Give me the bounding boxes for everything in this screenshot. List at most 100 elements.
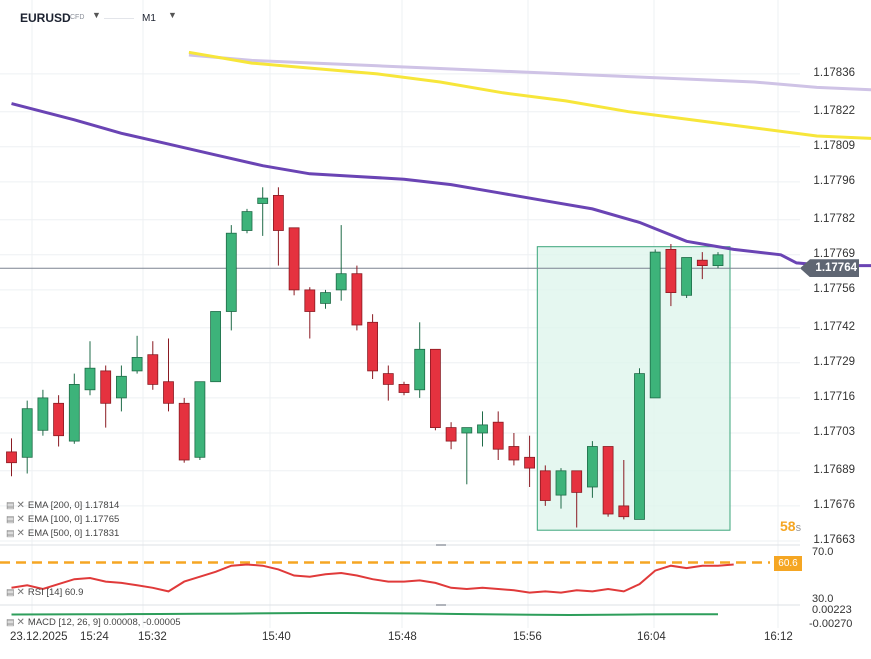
candle-body [461,427,473,434]
price-axis-label: 1.17742 [813,320,855,333]
settings-bars-icon[interactable]: ▤ [6,587,14,597]
candle [634,368,645,520]
candle [6,438,17,477]
gridlines [0,0,800,628]
price-axis-label: 1.17689 [813,463,855,476]
candle [587,441,598,498]
price-axis-label: 1.17809 [813,139,855,152]
candle-body [398,383,410,393]
macd-upper-label: 0.00223 [812,604,852,616]
candle [382,365,394,401]
symbol-label[interactable]: EURUSD [20,11,71,25]
candle [37,389,49,436]
candle [131,335,143,374]
macd-panel [11,612,718,617]
candle [304,287,316,339]
ema-lines [11,50,871,268]
price-axis-label: 1.17756 [813,282,855,295]
candle [477,411,488,447]
candle [68,373,80,444]
symbol-dropdown-icon[interactable]: ▼ [92,10,101,20]
candle [351,265,363,331]
settings-bars-icon[interactable]: ▤ [6,617,14,627]
pane-resize-handle[interactable] [436,544,446,546]
close-icon[interactable]: ✕ [16,500,25,511]
candle-body [272,194,284,231]
time-axis-label: 15:48 [388,631,417,643]
legend-ema500-text: EMA [500, 0] 1.17831 [27,528,120,539]
candle-countdown: 58s [780,518,802,534]
candle [178,397,190,463]
time-axis-label: 23.12.2025 [10,631,68,643]
candle-body [649,251,661,399]
instrument-type-label: CFD [70,14,85,21]
candle-body [257,197,269,204]
legend-rsi-text: RSI [14] 60.9 [27,587,84,598]
candle [618,460,630,520]
candle-body [492,421,504,450]
candle [320,289,331,309]
candle-body [100,370,112,404]
time-axis-label: 16:04 [637,631,666,643]
candle-body [304,289,316,312]
price-axis-label: 1.17822 [813,104,855,117]
candle [288,227,300,296]
price-axis-label: 1.17676 [813,498,855,511]
candle [414,322,426,398]
candle-body [587,446,598,488]
candle [665,244,677,307]
candle [116,365,127,412]
close-icon[interactable]: ✕ [16,514,25,525]
legend-ema200[interactable]: ▤ ✕ EMA [200, 0] 1.17814 [6,500,119,511]
legend-ema100[interactable]: ▤ ✕ EMA [100, 0] 1.17765 [6,514,119,525]
candle-body [634,373,645,520]
candle-body [555,470,567,496]
ema200-line [188,50,871,140]
price-axis-label: 1.17729 [813,355,855,368]
settings-bars-icon[interactable]: ▤ [6,514,14,524]
close-icon[interactable]: ✕ [16,528,25,539]
pane-resize-handle[interactable] [436,604,446,606]
legend-ema100-text: EMA [100, 0] 1.17765 [27,514,120,525]
candle-body [131,356,143,372]
candle [445,422,457,450]
candle-body [178,402,190,461]
timeframe-label[interactable]: M1 [142,13,156,24]
candle [257,187,269,236]
candle-body [665,248,677,293]
macd-line [11,612,718,617]
price-axis-label: 1.17703 [813,426,855,438]
candle [571,470,583,528]
time-axis-label: 15:24 [80,631,109,643]
price-axis-label: 1.17663 [813,534,855,546]
timeframe-dropdown-icon[interactable]: ▼ [168,10,177,20]
candle [508,433,520,466]
settings-bars-icon[interactable]: ▤ [6,500,14,510]
header-separator [104,18,134,19]
price-axis-label: 1.17769 [813,247,855,260]
candle-body [351,273,363,326]
candle [53,395,64,447]
time-axis-label: 15:56 [513,631,542,643]
candle-body [618,505,630,518]
legend-rsi[interactable]: ▤ ✕ RSI [14] 60.9 [6,587,83,598]
current-price-tag: 1.17764 [800,259,859,278]
settings-bars-icon[interactable]: ▤ [6,528,14,538]
close-icon[interactable]: ✕ [16,587,25,598]
candle-body [53,402,64,437]
candle-body [539,470,551,501]
candle [649,249,661,399]
price-axis-label: 1.17796 [813,174,855,187]
candle [429,348,441,431]
candle [602,446,614,517]
candle [555,468,567,509]
candle [225,225,237,331]
candle-body [21,408,33,458]
candle-body [681,257,692,296]
time-axis-label: 15:40 [262,631,291,643]
legend-macd[interactable]: ▤ ✕ MACD [12, 26, 9] 0.00008, -0.00005 [6,617,181,628]
legend-ema500[interactable]: ▤ ✕ EMA [500, 0] 1.17831 [6,528,119,539]
candle [712,252,724,269]
close-icon[interactable]: ✕ [16,617,25,628]
